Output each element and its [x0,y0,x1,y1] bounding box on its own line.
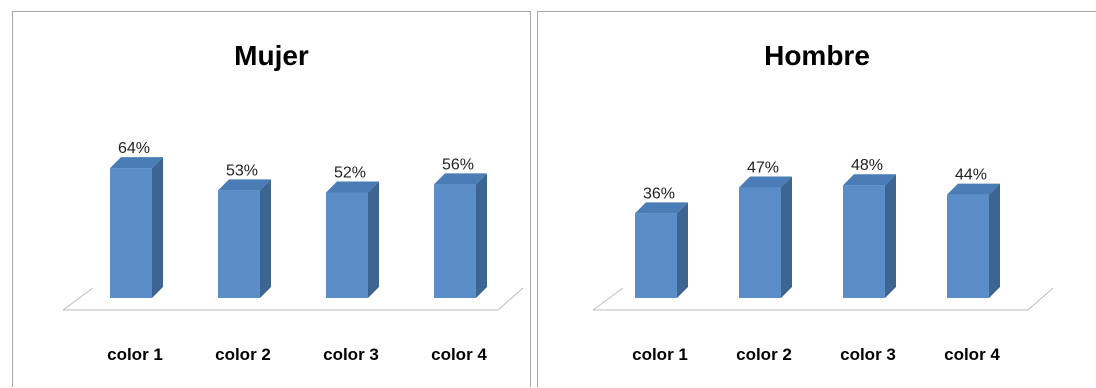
data-label: 44% [955,167,987,184]
data-label: 36% [643,185,675,202]
category-label: color 2 [736,345,792,364]
data-label: 47% [747,160,779,177]
bar [843,174,896,298]
bar-chart-hombre: 36% color 1 47% color 2 48% color 3 44% color 4 [592,157,1054,364]
floor-right-edge [1027,287,1054,311]
category-label: color 4 [944,345,1000,364]
category-label: color 1 [632,345,688,364]
floor-left-edge [62,287,94,311]
data-label: 64% [118,140,150,157]
chart-panel-mujer: Mujer 64% color 1 53% color 2 52% color 3 56% c… [12,11,531,387]
chart-title: Hombre [764,40,870,71]
category-label: color 2 [215,345,271,364]
category-label: color 3 [323,345,379,364]
bar [947,183,1000,298]
bar [635,202,688,298]
floor-left-edge [592,287,624,311]
data-label: 56% [442,156,474,173]
bar [434,173,487,298]
bar [326,181,379,298]
data-label: 52% [334,164,366,181]
bar [739,176,792,298]
floor-right-edge [497,287,524,311]
category-label: color 1 [107,345,163,364]
data-label: 53% [226,162,258,179]
bar-chart-mujer: 64% color 1 53% color 2 52% color 3 56% color 4 [62,140,524,364]
category-label: color 3 [840,345,896,364]
data-label: 48% [851,157,883,174]
chart-panel-hombre: Hombre 36% color 1 47% color 2 48% color 3 44%… [537,11,1096,387]
chart-title: Mujer [234,40,309,71]
bar [218,179,271,298]
category-label: color 4 [431,345,487,364]
bar [110,157,163,298]
